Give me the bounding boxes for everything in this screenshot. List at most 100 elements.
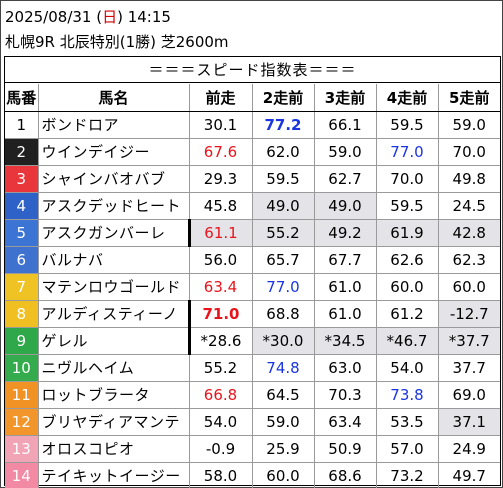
horse-name: オロスコピオ [38,435,190,463]
speed-value: 25.9 [252,435,315,463]
speed-value: 53.5 [376,408,439,436]
speed-value: 60.0 [438,273,500,301]
speed-value: 61.2 [376,300,439,328]
horse-name: ゲレル [38,327,191,355]
speed-value: 57.0 [376,435,439,463]
table-row: 8 アルディスティーノ 71.0 68.8 61.0 61.2 -12.7 [5,300,500,328]
speed-value: 62.7 [314,165,377,193]
speed-value: 63.0 [314,354,377,382]
speed-value: 66.8 [189,381,253,409]
speed-value: 67.6 [189,138,253,166]
horse-number: 13 [5,435,39,463]
horse-number: 11 [5,381,39,409]
speed-value: 60.0 [252,462,315,488]
race-info: 札幌9R 北辰特別(1勝) 芝2600m [5,33,229,51]
speed-value: 61.0 [314,300,377,328]
speed-value: 68.8 [252,300,315,328]
speed-value: *30.0 [252,327,315,355]
col-header-3-races-ago: 3走前 [314,84,377,112]
horse-name: バルナバ [38,246,190,274]
horse-number: 3 [5,165,39,193]
speed-value: 63.4 [314,408,377,436]
table-row: 7 マテンロウゴールド 63.4 77.0 61.0 60.0 60.0 [5,273,500,301]
horse-number: 1 [5,111,39,139]
col-header-4-races-ago: 4走前 [376,84,439,112]
speed-value: *34.5 [314,327,377,355]
table-row: 2 ウインデイジー 67.6 62.0 59.0 77.0 70.0 [5,138,500,166]
speed-value: 55.2 [252,219,315,247]
speed-value: 60.0 [376,273,439,301]
table-row: 9 ゲレル *28.6 *30.0 *34.5 *46.7 *37.7 [5,327,500,355]
speed-value: 58.0 [189,462,253,488]
horse-name: テイキットイージー [38,462,190,488]
speed-value: 62.6 [376,246,439,274]
speed-value: 74.8 [252,354,315,382]
table-row: 3 シャインバオバブ 29.3 59.5 62.7 70.0 49.8 [5,165,500,193]
speed-value: 49.0 [252,192,315,220]
table-row: 13 オロスコピオ -0.9 25.9 50.9 57.0 24.9 [5,435,500,463]
speed-value: 59.0 [438,111,500,139]
speed-value: 64.5 [252,381,315,409]
speed-value: 54.0 [376,354,439,382]
horse-number: 7 [5,273,39,301]
speed-value: 77.0 [252,273,315,301]
table-row: 10 ニヴルヘイム 55.2 74.8 63.0 54.0 37.7 [5,354,500,382]
horse-name: アルディスティーノ [38,300,191,328]
speed-value: 37.7 [438,354,500,382]
horse-name: ブリヤディアマンテ [38,408,190,436]
horse-number: 9 [5,327,39,355]
speed-value: 55.2 [189,354,253,382]
speed-value: 61.1 [189,219,253,247]
speed-value: 29.3 [189,165,253,193]
speed-value: 63.4 [189,273,253,301]
horse-number: 12 [5,408,39,436]
speed-value: 67.7 [314,246,377,274]
speed-value: 59.5 [252,165,315,193]
speed-value: 73.2 [376,462,439,488]
speed-value: 49.7 [452,466,486,485]
horse-name: マテンロウゴールド [38,273,190,301]
speed-value: 30.1 [189,111,253,139]
speed-value: 61.9 [376,219,439,247]
speed-index-table: ＝＝＝スピード指数表＝＝＝ 馬番 馬名 前走 2走前 3走前 4走前 5走前 [4,56,501,488]
speed-value: 68.6 [314,462,377,488]
speed-value: 77.2 [252,111,315,139]
speed-value: 65.7 [252,246,315,274]
speed-value: 54.0 [189,408,253,436]
header-row: 馬番 馬名 前走 2走前 3走前 4走前 5走前 [5,84,500,112]
horse-number: 2 [5,138,39,166]
speed-value: 70.3 [314,381,377,409]
speed-value: -12.7 [438,300,500,328]
speed-value: 24.5 [438,192,500,220]
horse-name: ボンドロア [38,111,190,139]
speed-value: 70.0 [376,165,439,193]
speed-value: 45.8 [189,192,253,220]
time-text: ) 14:15 [117,8,171,26]
speed-value: 49.2 [314,219,377,247]
speed-value: 50.9 [314,435,377,463]
horse-number: 6 [5,246,39,274]
table-row: 4 アスクデッドヒート 45.8 49.0 49.0 59.5 24.5 [5,192,500,220]
table-row: 11 ロットブラータ 66.8 64.5 70.3 73.8 69.0 [5,381,500,409]
table-title: ＝＝＝スピード指数表＝＝＝ [5,57,500,83]
speed-value: *46.7 [376,327,439,355]
table-row: 12 ブリヤディアマンテ 54.0 59.0 63.4 53.5 37.1 [5,408,500,436]
speed-value: 24.9 [438,435,500,463]
speed-value: 42.8 [438,219,500,247]
col-header-horse-name: 馬名 [38,84,190,112]
speed-value: 59.5 [376,111,439,139]
col-header-number: 馬番 [5,84,39,112]
speed-value: 62.0 [252,138,315,166]
horse-name: アスクガンバーレ [38,219,191,247]
col-header-2-races-ago: 2走前 [252,84,315,112]
table-row: 1 ボンドロア 30.1 77.2 66.1 59.5 59.0 [5,111,500,139]
speed-value: *28.6 [189,327,253,355]
speed-value: 70.0 [438,138,500,166]
date-text: 2025/08/31 ( [5,8,103,26]
horse-number: 4 [5,192,39,220]
speed-value: 62.3 [438,246,500,274]
horse-name: アスクデッドヒート [38,192,190,220]
speed-value: 59.0 [314,138,377,166]
race-datetime: 2025/08/31 (日) 14:15 [5,7,171,27]
